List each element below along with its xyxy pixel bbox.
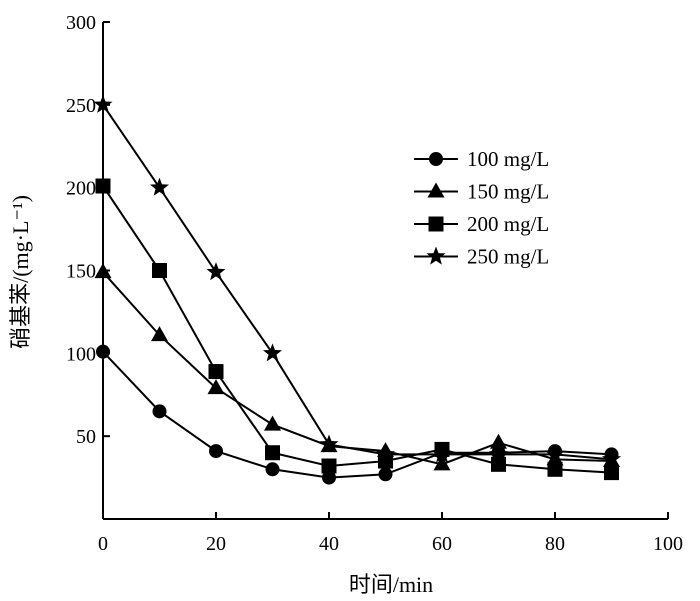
ticks: 0 20 40 60 80 100 50 100 150 200 250 300: [66, 12, 683, 555]
x-tick-label: 0: [98, 533, 108, 555]
series-line: [102, 104, 612, 461]
y-tick-label: 300: [66, 12, 96, 34]
data-point-circle: [209, 444, 223, 459]
data-point-triangle: [264, 415, 281, 431]
data-point-square: [491, 456, 506, 472]
data-point-star: [262, 343, 283, 362]
y-axis-title: 硝基苯/(mg·L⁻¹): [8, 195, 33, 349]
legend-item: 150 mg/L: [414, 180, 549, 204]
data-point-circle: [96, 344, 110, 359]
data-point-circle: [265, 462, 280, 477]
x-tick-label: 100: [653, 533, 683, 555]
legend-marker-square: [428, 216, 444, 232]
data-point-star: [375, 444, 396, 463]
series-line: [102, 185, 612, 474]
legend-marker-circle: [429, 152, 443, 166]
data-point-star: [545, 444, 565, 463]
data-point-star: [149, 177, 170, 196]
data-point-star: [319, 434, 339, 453]
legend-label: 150 mg/L: [467, 180, 549, 204]
legend-item: 200 mg/L: [414, 212, 549, 236]
y-tick-label: 200: [66, 178, 96, 200]
data-point-square: [208, 364, 224, 380]
data-point-triangle: [94, 263, 112, 279]
x-tick-label: 40: [319, 533, 339, 555]
legend-marker-star: [426, 246, 446, 265]
data-point-star: [488, 444, 509, 463]
y-tick-label: 50: [76, 426, 96, 448]
data-point-triangle: [207, 379, 225, 395]
legend-item: 100 mg/L: [414, 147, 549, 171]
data-point-circle: [322, 470, 336, 485]
series-line: [102, 350, 612, 479]
series-star: [93, 94, 622, 468]
data-point-star: [432, 444, 452, 463]
data-point-triangle: [433, 455, 451, 471]
data-point-circle: [378, 467, 393, 482]
series-layer: [93, 94, 622, 485]
data-point-star: [206, 262, 226, 281]
data-point-circle: [152, 404, 167, 419]
legend-label: 200 mg/L: [467, 212, 549, 236]
legend-label: 100 mg/L: [467, 147, 549, 171]
data-point-square: [152, 263, 167, 278]
data-point-square: [95, 178, 111, 194]
y-tick-label: 250: [66, 95, 96, 117]
data-point-square: [321, 458, 337, 474]
data-point-triangle: [490, 433, 507, 449]
data-point-square: [265, 445, 280, 461]
data-point-square: [547, 461, 563, 477]
data-point-triangle: [151, 326, 168, 342]
y-tick-label: 150: [66, 261, 96, 283]
x-axis-title: 时间/min: [349, 572, 433, 597]
legend-label: 250 mg/L: [467, 245, 549, 269]
series-line: [102, 271, 612, 466]
data-point-square: [604, 465, 619, 481]
legend-marker-triangle: [427, 182, 445, 198]
data-point-star: [601, 449, 622, 468]
x-tick-label: 20: [206, 533, 226, 555]
series-square: [95, 178, 619, 481]
legend-item: 250 mg/L: [414, 245, 549, 269]
x-tick-label: 60: [432, 533, 452, 555]
x-tick-label: 80: [545, 533, 565, 555]
y-tick-label: 100: [66, 343, 96, 365]
data-point-star: [93, 94, 113, 113]
legend: 100 mg/L 150 mg/L 200 mg/L 250 mg/L: [414, 147, 549, 269]
